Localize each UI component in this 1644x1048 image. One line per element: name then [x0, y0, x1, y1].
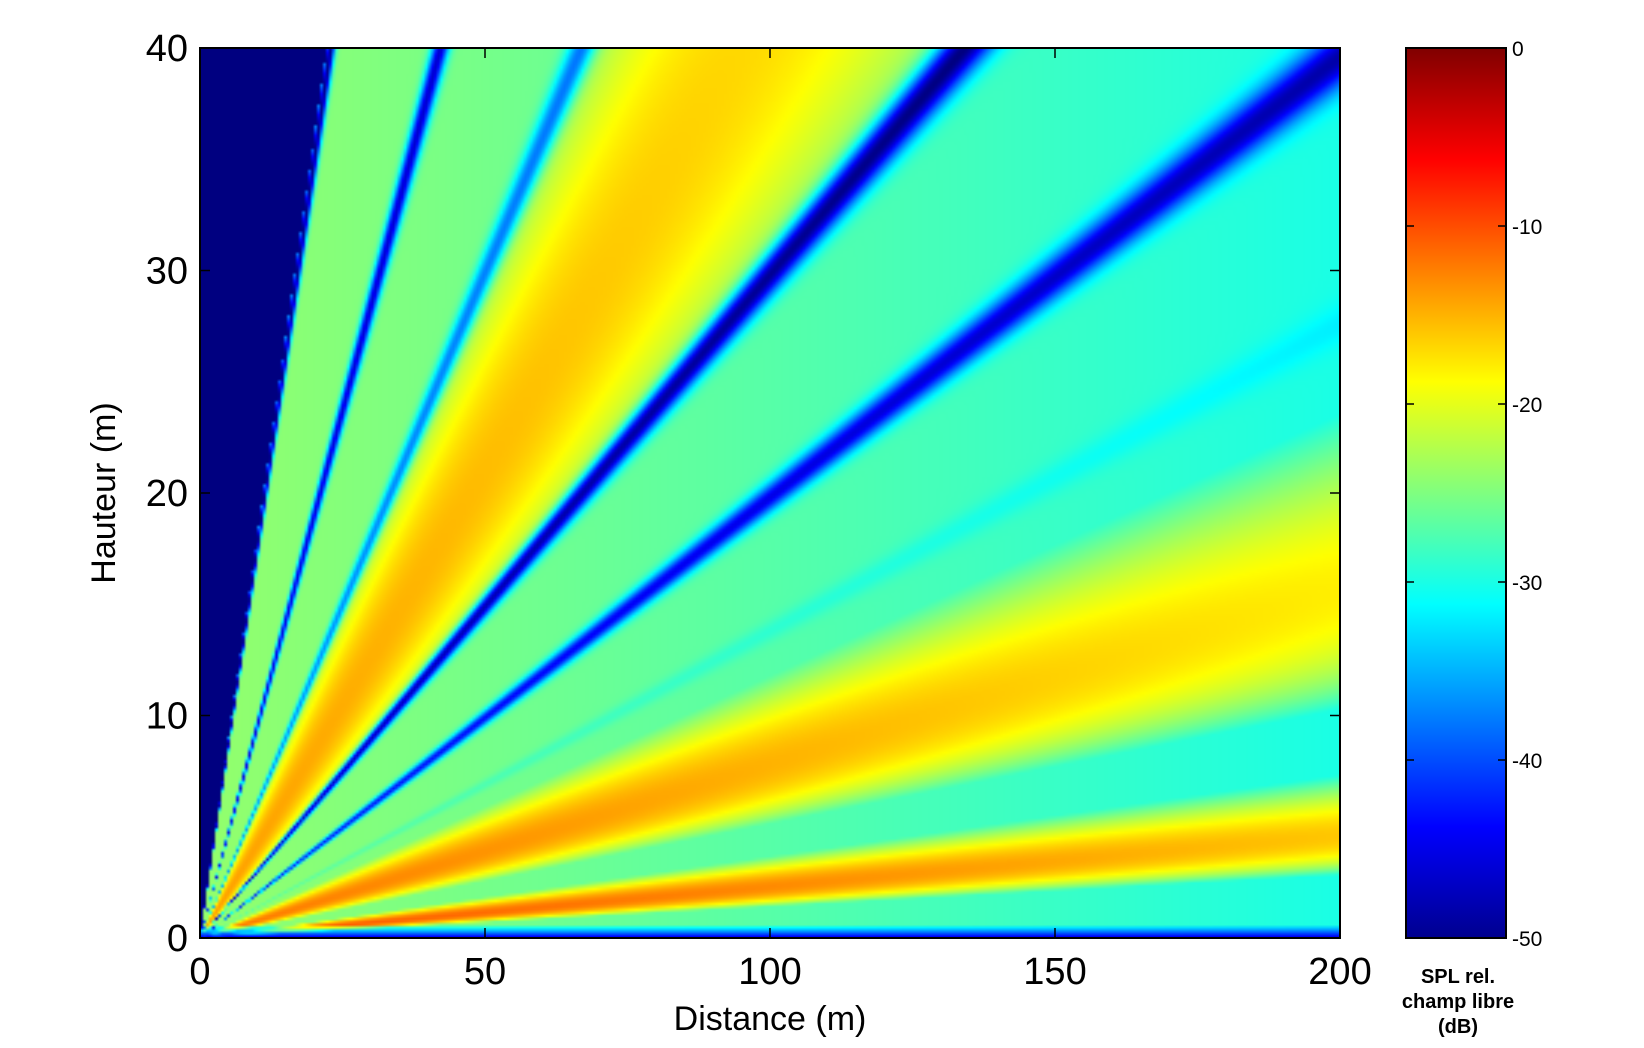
y-tick-label: 10: [146, 696, 188, 738]
colorbar-title-line-3: (dB): [1438, 1016, 1478, 1038]
y-tick-label: 20: [146, 473, 188, 515]
colorbar-gradient: [1406, 48, 1506, 938]
colorbar-ticks: 0 -10 -20 -30 -40 -50: [1406, 38, 1542, 951]
colorbar-tick-label: -10: [1512, 216, 1542, 239]
colorbar-title-line-2: champ libre: [1402, 991, 1514, 1013]
colorbar-tick-label: -50: [1512, 928, 1542, 951]
heatmap-plot-area: [199, 47, 1341, 939]
x-tick-label: 200: [1308, 951, 1371, 993]
colorbar-tick-label: 0: [1512, 38, 1524, 61]
x-axis: 0 50 100 150 200: [189, 48, 1372, 993]
y-tick-label: 30: [146, 251, 188, 293]
colorbar-tick-label: -20: [1512, 394, 1542, 417]
colorbar-tick-label: -30: [1512, 572, 1542, 595]
x-axis-label: Distance (m): [674, 1000, 867, 1038]
x-tick-label: 150: [1023, 951, 1086, 993]
x-tick-label: 0: [189, 951, 210, 993]
y-tick-label: 40: [146, 28, 188, 70]
x-tick-label: 50: [464, 951, 506, 993]
y-tick-label: 0: [167, 918, 188, 960]
y-axis: 0 10 20 30 40: [146, 28, 1340, 960]
colorbar-tick-label: -40: [1512, 750, 1542, 773]
x-tick-label: 100: [738, 951, 801, 993]
colorbar: 0 -10 -20 -30 -40 -50 SPL rel. champ libre (d…: [1402, 38, 1542, 1038]
heatmap-image: [200, 48, 1340, 938]
colorbar-frame: [1405, 47, 1507, 939]
y-axis-label: Hauteur (m): [85, 402, 123, 583]
colorbar-title-line-1: SPL rel.: [1421, 966, 1495, 988]
